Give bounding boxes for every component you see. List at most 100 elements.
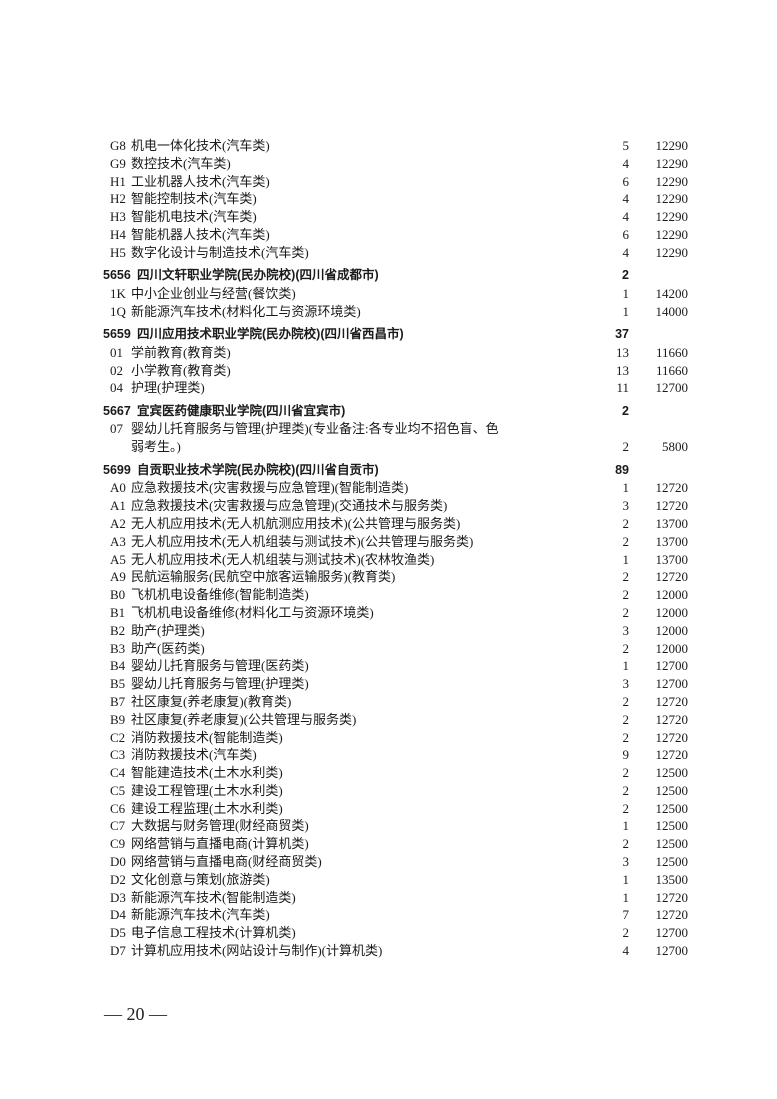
major-row: G9 数控技术(汽车类) 4 12290: [103, 155, 703, 173]
major-name: 新能源汽车技术(材料化工与资源环境类): [131, 303, 361, 319]
major-row: 1K 中小企业创业与经营(餐饮类) 1 14200: [103, 285, 703, 303]
school-code: 5667: [103, 403, 131, 418]
major-name: 应急救援技术(灾害救援与应急管理)(智能制造类): [131, 480, 409, 496]
school-header-row: 5656 四川文轩职业学院(民办院校)(四川省成都市) 2: [103, 267, 703, 285]
enrollment-plan-table: G8 机电一体化技术(汽车类) 5 12290 G9 数控技术(汽车类) 4 12290 H1 工…: [103, 137, 703, 960]
major-name: 数控技术(汽车类): [131, 155, 231, 171]
major-count: 1: [622, 480, 630, 496]
major-code: G8: [110, 138, 126, 153]
major-row: G8 机电一体化技术(汽车类) 5 12290: [103, 137, 703, 155]
major-fee: 12720: [655, 569, 689, 585]
major-code: A2: [110, 515, 126, 531]
major-fee: 5800: [662, 439, 688, 455]
major-name: 无人机应用技术(无人机航测应用技术)(公共管理与服务类): [131, 515, 461, 531]
major-fee: 12700: [655, 380, 689, 396]
page-number: — 20 —: [104, 1004, 167, 1024]
major-fee: 12500: [655, 765, 689, 781]
major-row: B7 社区康复(养老康复)(教育类) 2 12720: [103, 693, 703, 711]
major-name: 学前教育(教育类): [131, 344, 231, 360]
major-code: B9: [110, 711, 126, 727]
major-count: 3: [622, 498, 630, 514]
major-fee: 11660: [655, 344, 688, 360]
major-fee: 12290: [655, 226, 689, 242]
major-name: 新能源汽车技术(汽车类): [131, 907, 270, 923]
major-row: C4 智能建造技术(土木水利类) 2 12500: [103, 764, 703, 782]
major-name: 建设工程管理(土木水利类): [131, 782, 283, 798]
major-count: 6: [622, 173, 630, 189]
major-fee: 12700: [655, 925, 689, 941]
major-count: 1: [622, 303, 630, 319]
major-fee: 12290: [655, 173, 689, 189]
major-fee: 13500: [655, 871, 689, 887]
major-row: C9 网络营销与直播电商(计算机类) 2 12500: [103, 835, 703, 853]
major-row: H5 数字化设计与制造技术(汽车类) 4 12290: [103, 244, 703, 262]
major-count: 1: [622, 889, 630, 905]
major-row: D3 新能源汽车技术(智能制造类) 1 12720: [103, 889, 703, 907]
major-row: A0 应急救援技术(灾害救援与应急管理)(智能制造类) 1 12720: [103, 479, 703, 497]
major-row: A1 应急救援技术(灾害救援与应急管理)(交通技术与服务类) 3 12720: [103, 497, 703, 515]
major-count: 6: [622, 226, 630, 242]
school-header-row: 5659 四川应用技术职业学院(民办院校)(四川省西昌市) 37: [103, 326, 703, 344]
major-code: B2: [110, 622, 126, 638]
major-row: D5 电子信息工程技术(计算机类) 2 12700: [103, 924, 703, 942]
major-count: 2: [622, 800, 630, 816]
major-fee: 12290: [655, 138, 689, 153]
major-name: 护理(护理类): [131, 380, 205, 396]
major-fee: 12700: [655, 943, 689, 959]
school-code: 5659: [103, 326, 131, 341]
major-count: 1: [622, 285, 630, 301]
major-count: 1: [622, 818, 630, 834]
major-row: D0 网络营销与直播电商(财经商贸类) 3 12500: [103, 853, 703, 871]
major-name: 无人机应用技术(无人机组装与测试技术)(农林牧渔类): [131, 551, 435, 567]
major-count: 4: [622, 244, 630, 260]
major-fee: 12700: [655, 658, 689, 674]
major-name: 飞机机电设备维修(智能制造类): [131, 587, 309, 603]
major-name: 网络营销与直播电商(计算机类): [131, 836, 309, 852]
major-code: B5: [110, 676, 126, 692]
major-name: 无人机应用技术(无人机组装与测试技术)(公共管理与服务类): [131, 533, 474, 549]
major-count: 2: [622, 836, 630, 852]
major-code: C6: [110, 800, 126, 816]
major-row: A9 民航运输服务(民航空中旅客运输服务)(教育类) 2 12720: [103, 568, 703, 586]
major-row: D7 计算机应用技术(网站设计与制作)(计算机类) 4 12700: [103, 942, 703, 960]
school-code: 5699: [103, 462, 131, 477]
major-row: C5 建设工程管理(土木水利类) 2 12500: [103, 782, 703, 800]
major-count: 2: [622, 604, 630, 620]
major-fee: 13700: [655, 515, 689, 531]
school-header-row: 5667 宜宾医药健康职业学院(四川省宜宾市) 2: [103, 403, 703, 421]
major-name: 新能源汽车技术(智能制造类): [131, 889, 296, 905]
major-row: 04 护理(护理类) 11 12700: [103, 379, 703, 397]
major-count: 5: [622, 138, 630, 153]
major-row: C6 建设工程监理(土木水利类) 2 12500: [103, 800, 703, 818]
major-row: B1 飞机机电设备维修(材料化工与资源环境类) 2 12000: [103, 604, 703, 622]
major-fee: 12500: [655, 836, 689, 852]
school-count: 2: [622, 268, 629, 283]
major-count: 4: [622, 191, 630, 207]
major-code: C4: [110, 765, 126, 781]
school-header-row: 5699 自贡职业技术学院(民办院校)(四川省自贡市) 89: [103, 462, 703, 480]
major-row: 弱考生。) 2 5800: [103, 438, 703, 456]
major-count: 1: [622, 871, 630, 887]
major-code: D3: [110, 889, 126, 905]
major-row: H2 智能控制技术(汽车类) 4 12290: [103, 190, 703, 208]
major-fee: 12720: [655, 693, 689, 709]
major-row: B9 社区康复(养老康复)(公共管理与服务类) 2 12720: [103, 711, 703, 729]
major-row: C7 大数据与财务管理(财经商贸类) 1 12500: [103, 817, 703, 835]
major-code: C7: [110, 818, 126, 834]
major-name: 中小企业创业与经营(餐饮类): [131, 285, 296, 301]
major-count: 1: [622, 551, 630, 567]
school-name: 四川应用技术职业学院(民办院校)(四川省西昌市): [137, 326, 404, 341]
major-code: A5: [110, 551, 126, 567]
major-name: 消防救援技术(智能制造类): [131, 729, 283, 745]
major-code: C2: [110, 729, 126, 745]
major-name: 社区康复(养老康复)(教育类): [131, 693, 292, 709]
major-fee: 13700: [655, 551, 689, 567]
major-count: 2: [622, 533, 630, 549]
major-count: 2: [622, 515, 630, 531]
major-name: 飞机机电设备维修(材料化工与资源环境类): [131, 604, 374, 620]
major-count: 4: [622, 209, 630, 225]
major-count: 3: [622, 622, 630, 638]
major-name: 社区康复(养老康复)(公共管理与服务类): [131, 711, 357, 727]
major-name: 婴幼儿托育服务与管理(护理类): [131, 676, 309, 692]
major-row: D4 新能源汽车技术(汽车类) 7 12720: [103, 906, 703, 924]
